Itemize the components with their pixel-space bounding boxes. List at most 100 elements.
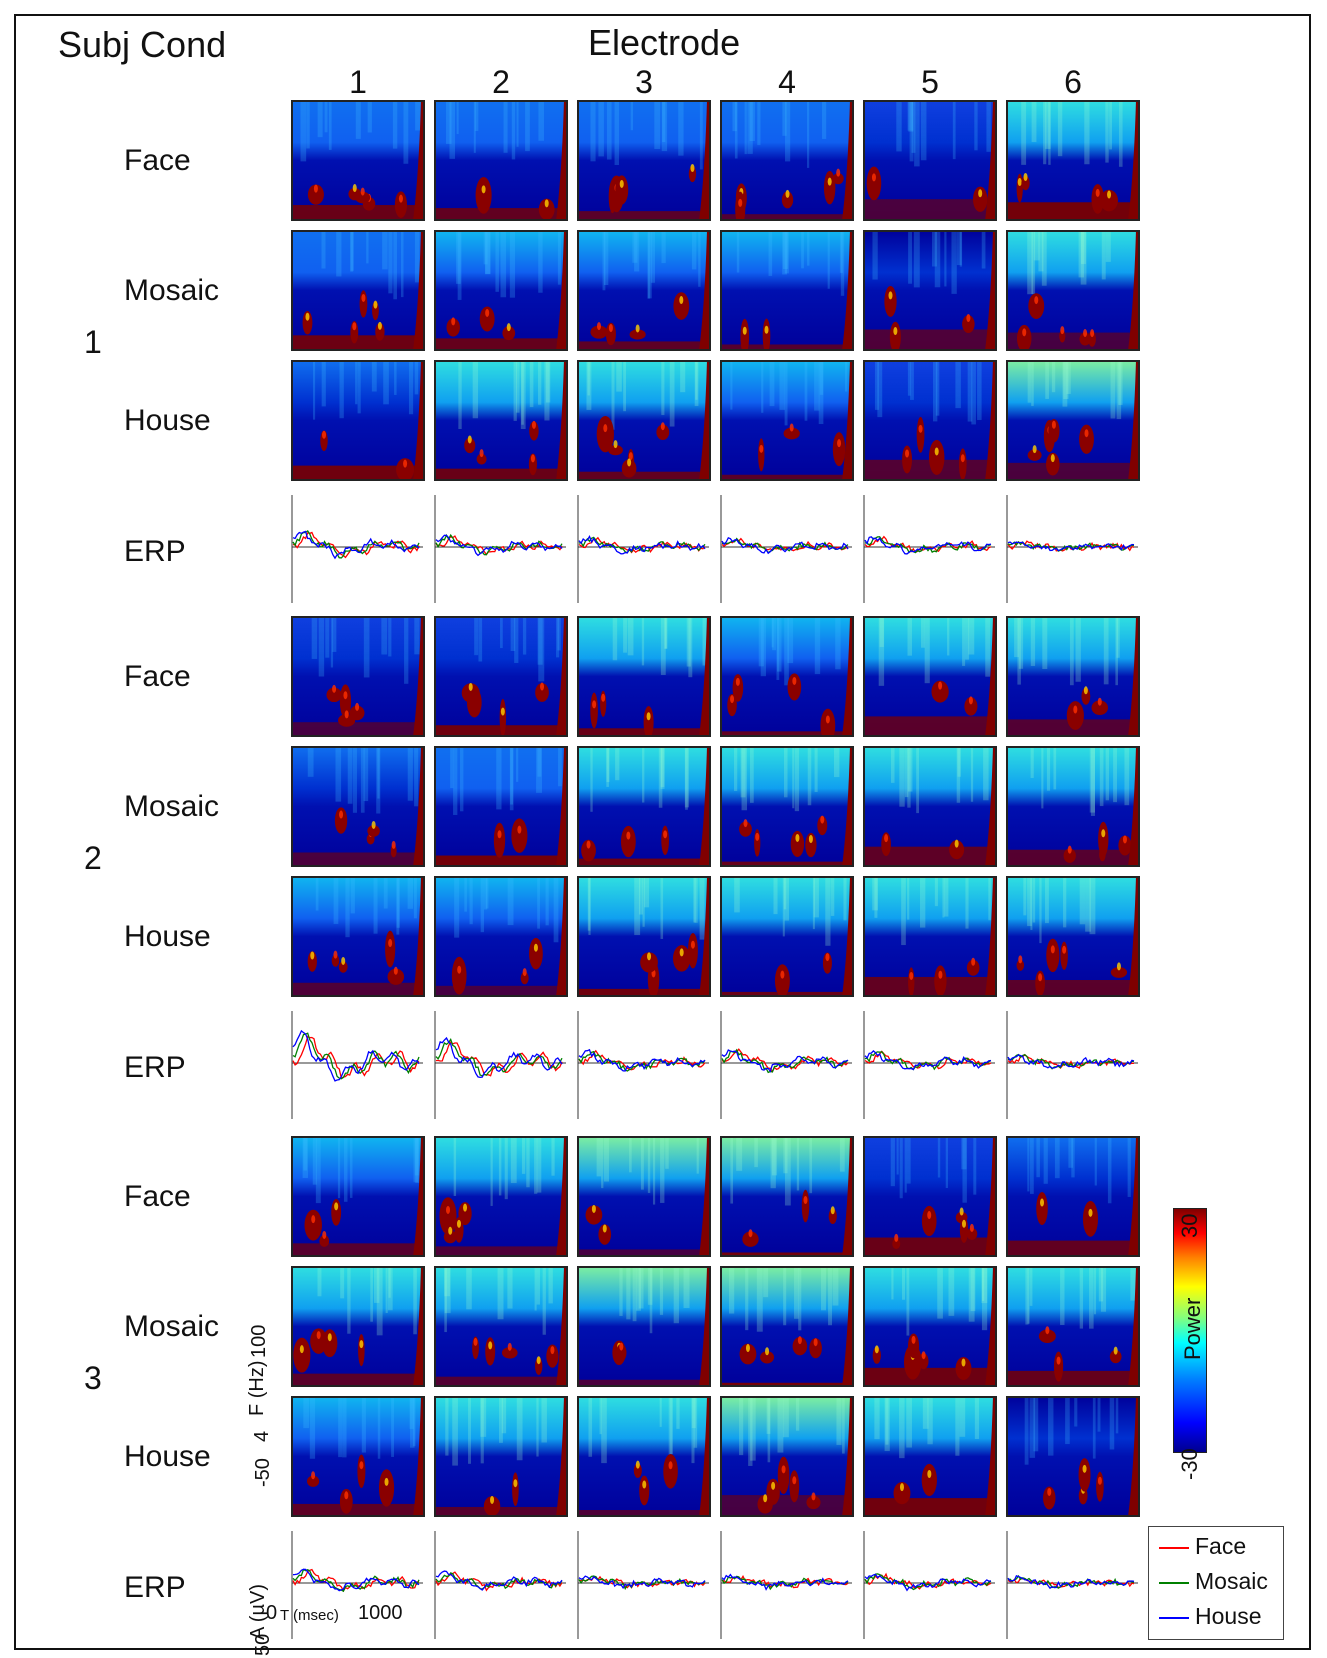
legend-house-label: House xyxy=(1195,1603,1262,1629)
erp-trace-mosaic xyxy=(864,1573,992,1591)
heatmap-s1-house-e1 xyxy=(291,360,425,481)
heatmap-s3-face-e2 xyxy=(434,1136,568,1257)
heatmap-s1-face-e5 xyxy=(863,100,997,221)
electrode-label-2: 2 xyxy=(492,64,510,100)
condition-label-face: Face xyxy=(124,144,191,177)
heatmap-s2-house-e3 xyxy=(577,876,711,997)
erp-trace-mosaic xyxy=(578,1050,706,1072)
colorbar xyxy=(1173,1208,1207,1453)
electrode-label-4: 4 xyxy=(778,64,796,100)
subj-cond-header: Subj Cond xyxy=(58,24,227,65)
heatmap-s3-mosaic-e3 xyxy=(577,1266,711,1387)
heatmap-s3-house-e1 xyxy=(291,1396,425,1517)
heatmap-s1-face-e2 xyxy=(434,100,568,221)
erp-panel-s3-e5 xyxy=(863,1531,995,1639)
erp-trace-face xyxy=(435,1041,563,1077)
erp-panel-s1-e2 xyxy=(434,495,566,603)
erp-panel-s3-e1 xyxy=(291,1531,423,1639)
erp-trace-house xyxy=(578,535,706,555)
erp-panel-s3-e4 xyxy=(720,1531,852,1639)
erp-trace-house xyxy=(292,1029,420,1082)
condition-label-mosaic: Mosaic xyxy=(124,1310,220,1343)
heatmap-s2-mosaic-e2 xyxy=(434,746,568,867)
erp-panel-s1-e5 xyxy=(863,495,995,603)
erp-trace-face xyxy=(292,531,420,559)
heatmap-s3-house-e3 xyxy=(577,1396,711,1517)
colorbar-max: 30 xyxy=(1177,1213,1202,1238)
erp-trace-mosaic xyxy=(1007,1574,1135,1589)
erp-trace-mosaic xyxy=(578,536,706,554)
legend-mosaic-label: Mosaic xyxy=(1195,1568,1268,1594)
erp-trace-house xyxy=(1007,1054,1135,1069)
erp-tick-50: 50 xyxy=(252,1633,274,1656)
erp-trace-mosaic xyxy=(578,1575,706,1591)
erp-trace-house xyxy=(435,534,563,557)
erp-panel-s2-e3 xyxy=(577,1011,709,1119)
heatmap-s2-face-e4 xyxy=(720,616,854,737)
erp-trace-mosaic xyxy=(864,1051,992,1071)
heatmap-s2-house-e2 xyxy=(434,876,568,997)
legend-mosaic: Mosaic xyxy=(1159,1568,1268,1598)
heatmap-s1-mosaic-e4 xyxy=(720,230,854,351)
erp-label-s2: ERP xyxy=(124,1051,186,1084)
erp-trace-mosaic xyxy=(435,1572,563,1590)
heatmap-s1-house-e3 xyxy=(577,360,711,481)
heatmap-s3-face-e5 xyxy=(863,1136,997,1257)
erp-trace-mosaic xyxy=(292,1032,420,1080)
electrode-label-5: 5 xyxy=(921,64,939,100)
legend: Face Mosaic House xyxy=(1148,1526,1284,1640)
condition-label-house: House xyxy=(124,404,211,437)
erp-trace-house xyxy=(721,536,849,555)
heatmap-s2-mosaic-e5 xyxy=(863,746,997,867)
erp-trace-house xyxy=(864,1050,992,1071)
heatmap-s3-house-e6 xyxy=(1006,1396,1140,1517)
heatmap-s1-mosaic-e5 xyxy=(863,230,997,351)
erp-trace-house xyxy=(721,1049,849,1073)
legend-face-label: Face xyxy=(1195,1533,1247,1559)
heatmap-s2-face-e2 xyxy=(434,616,568,737)
figure-frame xyxy=(14,14,1311,1650)
heatmap-s2-mosaic-e4 xyxy=(720,746,854,867)
heatmap-s1-face-e4 xyxy=(720,100,854,221)
erp-trace-mosaic xyxy=(1007,540,1135,552)
erp-trace-house xyxy=(292,530,420,560)
erp-panel-s2-e2 xyxy=(434,1011,566,1119)
heatmap-s1-mosaic-e2 xyxy=(434,230,568,351)
erp-label-s1: ERP xyxy=(124,535,186,568)
erp-trace-face xyxy=(292,1568,420,1593)
heatmap-s2-face-e5 xyxy=(863,616,997,737)
erp-label-s3: ERP xyxy=(124,1571,186,1604)
heatmap-s3-mosaic-e6 xyxy=(1006,1266,1140,1387)
heatmap-s1-house-e5 xyxy=(863,360,997,481)
erp-panel-s2-e5 xyxy=(863,1011,995,1119)
colorbar-min: -30 xyxy=(1177,1448,1202,1480)
erp-panel-s2-e1 xyxy=(291,1011,423,1119)
x-tick-1000: 1000 xyxy=(358,1602,403,1624)
heatmap-s2-mosaic-e1 xyxy=(291,746,425,867)
subject-label-1: 1 xyxy=(84,324,102,360)
y-tick-100: 100 xyxy=(248,1324,270,1358)
condition-label-mosaic: Mosaic xyxy=(124,274,220,307)
heatmap-s1-house-e6 xyxy=(1006,360,1140,481)
condition-label-face: Face xyxy=(124,660,191,693)
legend-mosaic-swatch xyxy=(1159,1581,1189,1584)
heatmap-s3-mosaic-e1 xyxy=(291,1266,425,1387)
heatmap-s1-face-e1 xyxy=(291,100,425,221)
heatmap-s3-mosaic-e2 xyxy=(434,1266,568,1387)
erp-trace-house xyxy=(1007,541,1135,552)
erp-trace-house xyxy=(1007,1574,1135,1590)
erp-panel-s3-e3 xyxy=(577,1531,709,1639)
erp-trace-house xyxy=(435,1036,563,1079)
heatmap-s3-mosaic-e4 xyxy=(720,1266,854,1387)
y-axis-label: F (Hz) xyxy=(246,1360,268,1416)
condition-label-face: Face xyxy=(124,1180,191,1213)
electrode-label-6: 6 xyxy=(1064,64,1082,100)
heatmap-s3-face-e1 xyxy=(291,1136,425,1257)
heatmap-s1-face-e3 xyxy=(577,100,711,221)
heatmap-s1-house-e4 xyxy=(720,360,854,481)
erp-trace-house xyxy=(721,1573,849,1591)
condition-label-mosaic: Mosaic xyxy=(124,790,220,823)
erp-panel-s1-e4 xyxy=(720,495,852,603)
erp-panel-s1-e6 xyxy=(1006,495,1138,603)
colorbar-label: Power xyxy=(1180,1297,1205,1360)
